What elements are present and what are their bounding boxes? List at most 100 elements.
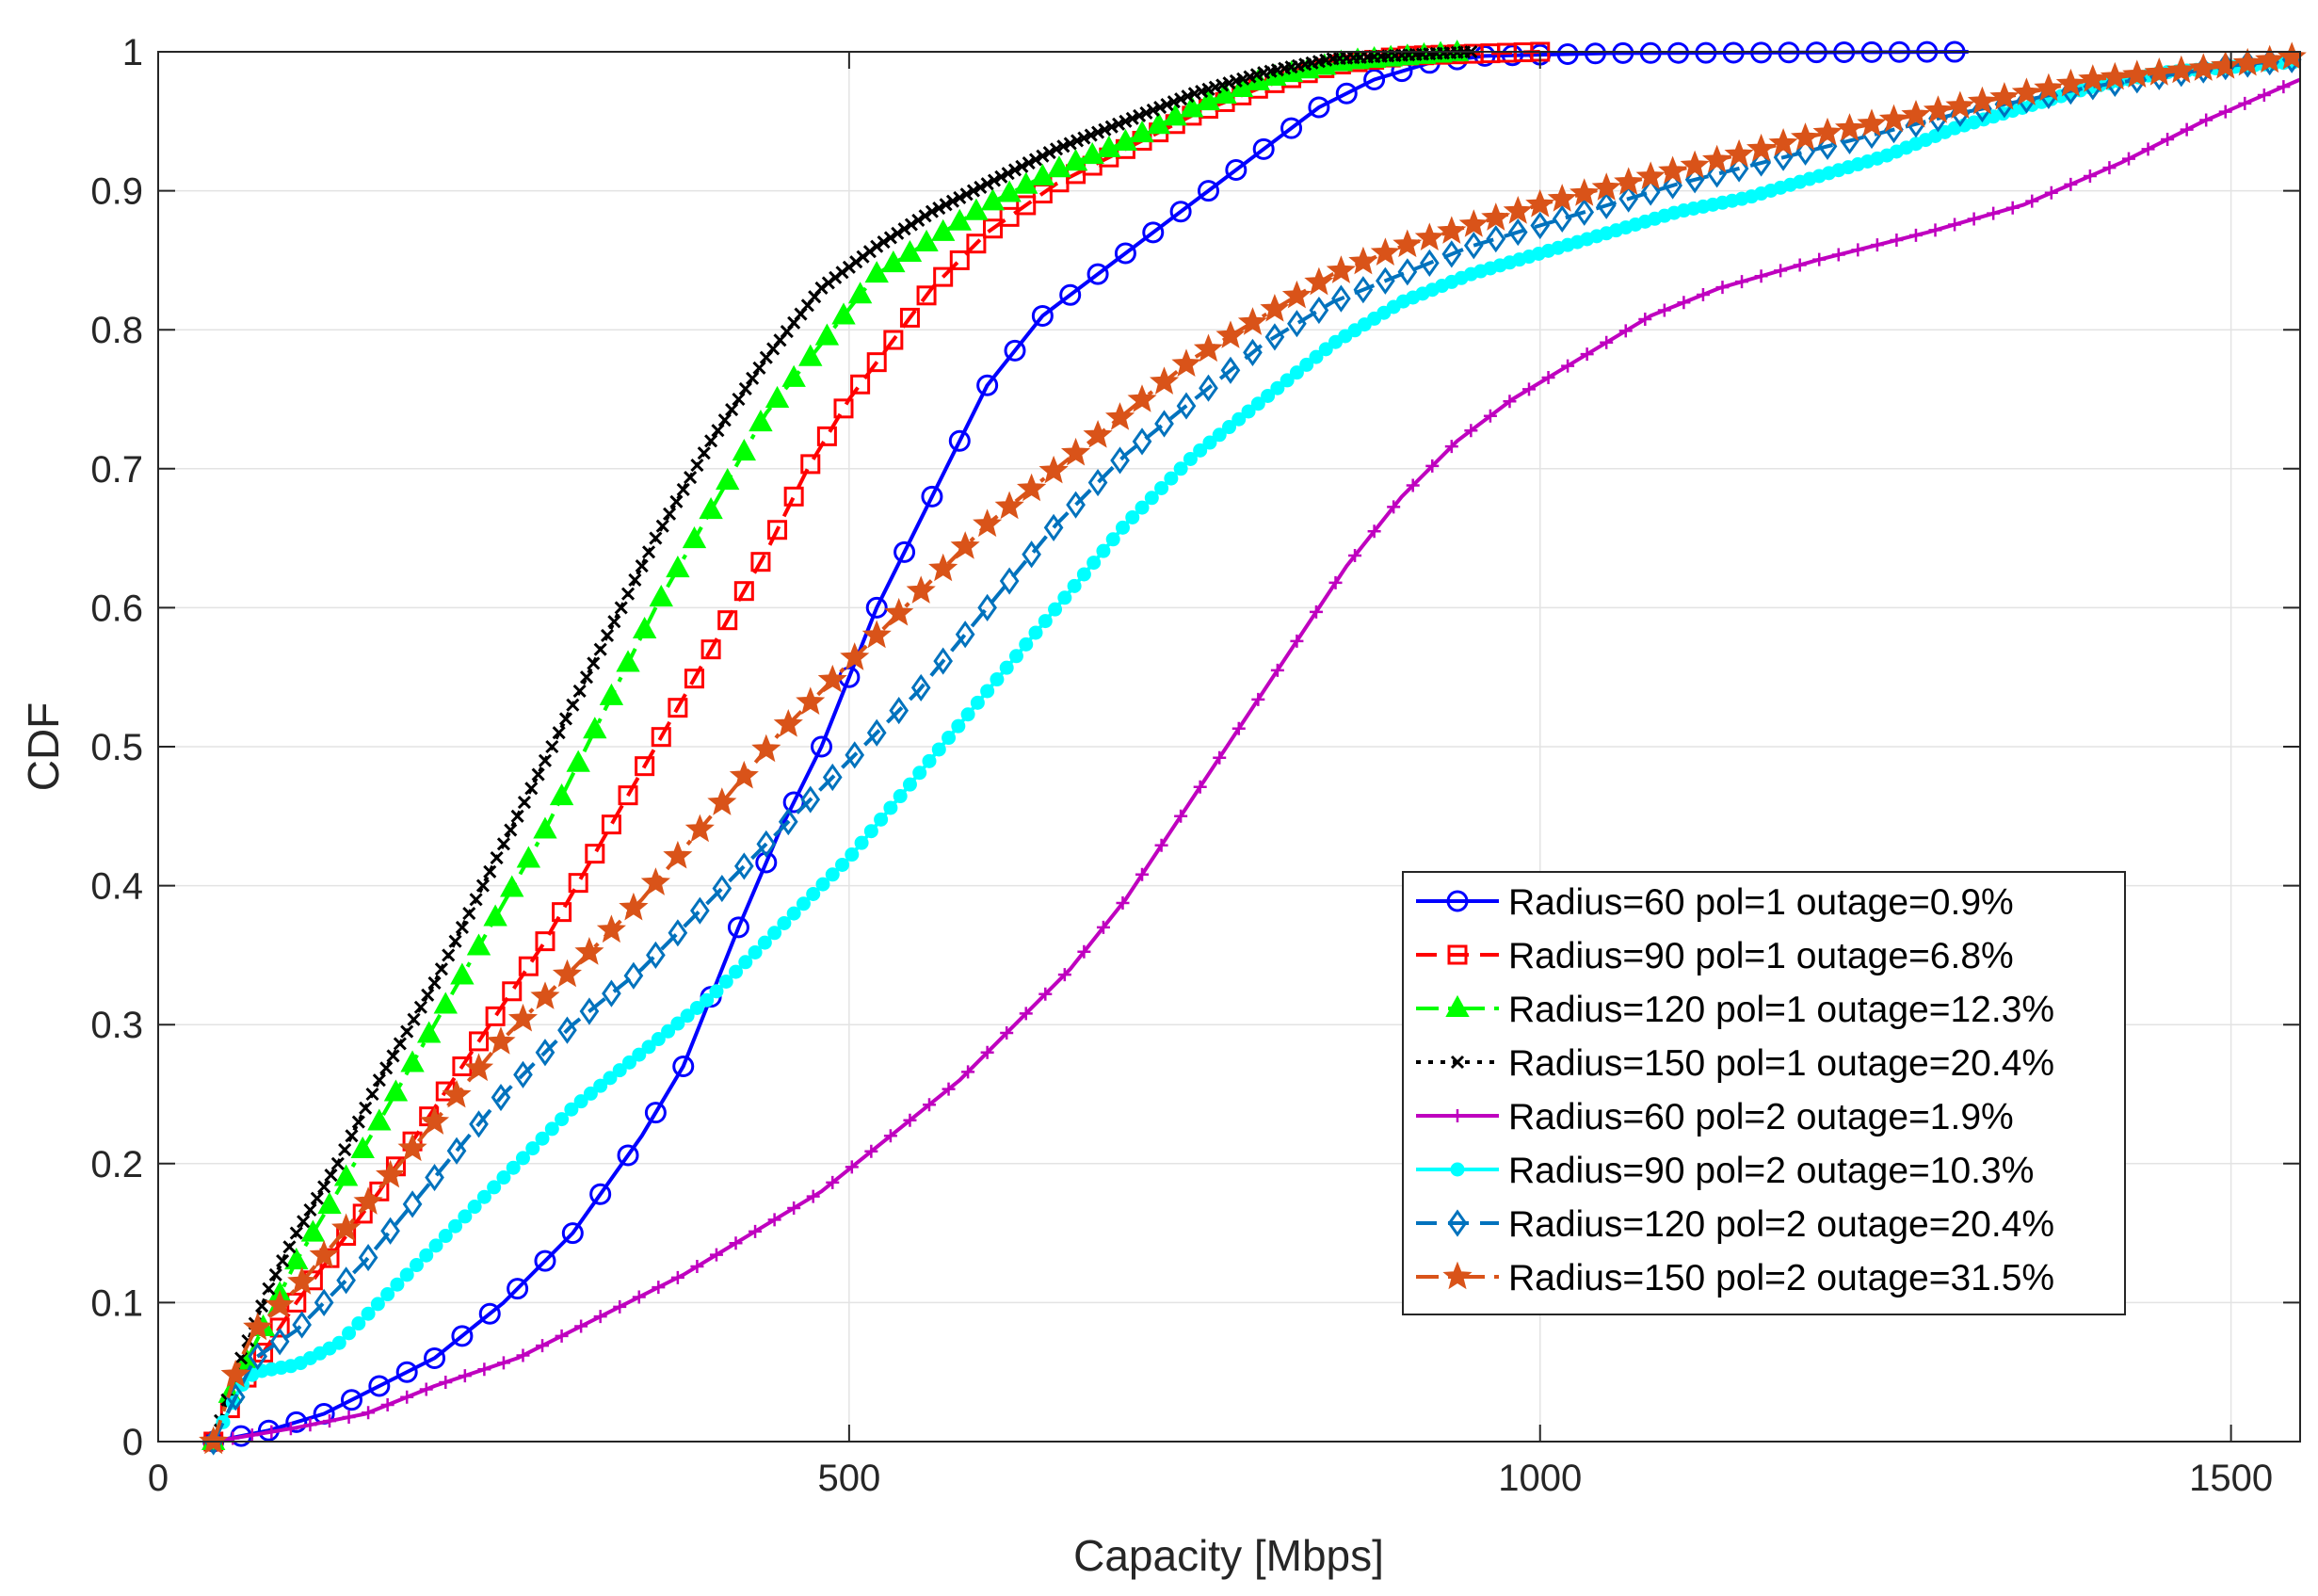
series-marker (973, 508, 1003, 538)
series-marker (1173, 461, 1188, 476)
series-marker (883, 330, 904, 350)
series-marker (1878, 104, 1909, 133)
series-marker (2011, 77, 2042, 105)
series-marker (632, 616, 657, 639)
series-marker (1367, 524, 1381, 539)
series-marker (881, 250, 906, 273)
series-marker (1116, 896, 1130, 911)
x-tick-label: 1000 (1498, 1458, 1582, 1499)
y-tick-label: 0.6 (90, 588, 143, 629)
x-tick-label: 500 (817, 1458, 880, 1499)
series-marker (351, 1316, 366, 1331)
series-marker (386, 1049, 400, 1063)
series-marker (1004, 339, 1026, 362)
series-marker (1176, 392, 1197, 420)
series-marker (1212, 427, 1227, 443)
series-marker (1260, 294, 1290, 322)
series-marker (1213, 750, 1227, 765)
series-marker (1251, 692, 1265, 706)
series-marker (566, 698, 580, 712)
series-marker (535, 931, 555, 952)
series-marker (1280, 117, 1303, 139)
series-marker (317, 1180, 331, 1194)
series-marker (977, 593, 997, 621)
series-marker (603, 1071, 618, 1086)
legend-entry: Radius=90 pol=1 outage=6.8% (1508, 936, 2014, 976)
series-marker (925, 204, 939, 218)
series-marker (709, 984, 724, 999)
series-marker (303, 1202, 317, 1217)
series-marker (2083, 169, 2097, 183)
series-marker (428, 1238, 443, 1253)
series-marker (1335, 82, 1358, 105)
series-marker (538, 753, 553, 767)
series-marker (1125, 111, 1139, 125)
series-marker (655, 519, 669, 533)
series-marker (397, 1133, 427, 1162)
series-marker (1635, 161, 1666, 190)
series-marker (612, 1063, 627, 1078)
series-marker (1096, 543, 1111, 558)
series-marker (1522, 382, 1536, 396)
series-marker (806, 1189, 820, 1203)
series-marker (953, 190, 967, 205)
series-marker (1326, 255, 1357, 283)
series-marker (1695, 41, 1717, 64)
series-marker (504, 823, 518, 837)
series-marker (632, 1290, 646, 1304)
series-marker (1458, 209, 1489, 237)
series-marker (1574, 198, 1595, 226)
series-marker (2044, 185, 2058, 200)
series-marker (864, 1144, 878, 1158)
series-marker (330, 1213, 362, 1242)
series-marker (525, 1141, 540, 1156)
series-marker (1556, 42, 1579, 65)
series-marker (409, 1258, 424, 1273)
series-marker (1110, 446, 1130, 475)
series-marker (632, 1047, 647, 1062)
series-marker (1304, 266, 1334, 296)
series-marker (450, 962, 475, 985)
series-marker (863, 824, 878, 839)
series-marker (1684, 166, 1705, 194)
series-marker (765, 385, 790, 408)
series-marker (475, 879, 490, 893)
series-marker (399, 1267, 414, 1282)
series-marker (676, 482, 690, 497)
series-marker (718, 974, 733, 989)
series-marker (1663, 171, 1682, 200)
series-marker (783, 486, 804, 507)
series-marker (1057, 590, 1072, 605)
series-marker (1525, 189, 1555, 218)
series-marker (458, 1369, 472, 1383)
series-marker (1059, 283, 1082, 306)
series-marker (2180, 122, 2194, 137)
series-marker (959, 187, 974, 202)
series-marker (2122, 152, 2135, 166)
series-marker (923, 1098, 936, 1112)
series-marker (786, 906, 801, 921)
series-marker (243, 1312, 273, 1341)
series-marker (1220, 356, 1241, 384)
series-marker (1290, 634, 1304, 648)
series-marker (566, 750, 590, 772)
series-marker (1164, 471, 1179, 486)
series-marker (1851, 243, 1865, 257)
series-marker (1056, 139, 1070, 153)
series-marker (1774, 264, 1788, 278)
series-marker (372, 1073, 386, 1088)
legend-swatch-marker (1447, 944, 1468, 965)
series-marker (1127, 384, 1157, 412)
series-5 (206, 77, 2301, 1448)
legend-entry: Radius=120 pol=1 outage=12.3% (1508, 990, 2054, 1030)
series-marker (942, 731, 957, 746)
series-marker (883, 1129, 897, 1143)
series-marker (616, 650, 640, 672)
series-marker (874, 812, 889, 827)
series-marker (226, 1431, 240, 1445)
series-marker (421, 988, 435, 1002)
series-marker (593, 642, 607, 656)
series-marker (507, 1003, 538, 1032)
series-marker (1507, 218, 1528, 247)
